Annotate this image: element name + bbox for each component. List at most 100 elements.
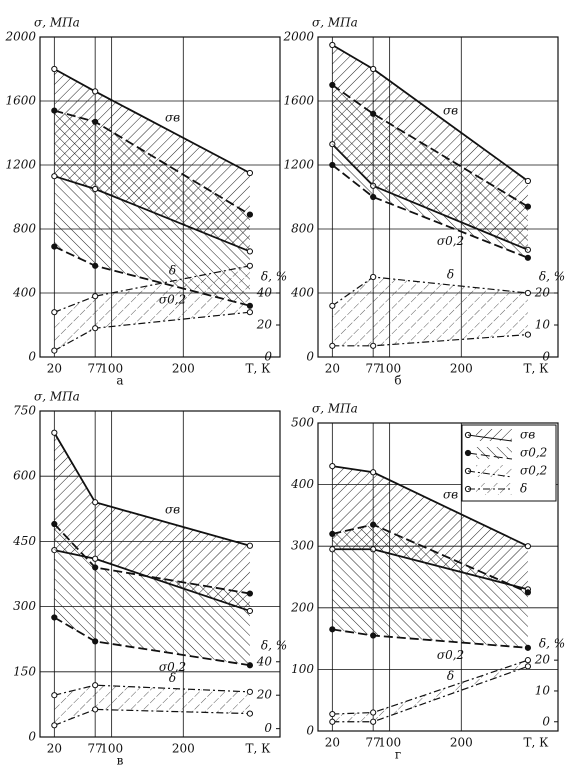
y-tick-label: 400 bbox=[290, 286, 314, 300]
y-tick-label: 1600 bbox=[5, 94, 36, 108]
x-tick-label: 77 bbox=[366, 362, 381, 376]
y-tick-label: 0 bbox=[28, 350, 36, 364]
y2-tick-label: 0 bbox=[542, 714, 550, 728]
band-fill bbox=[332, 466, 528, 590]
x-tick-label: 20 bbox=[47, 742, 62, 756]
data-point bbox=[51, 243, 58, 250]
data-point bbox=[524, 589, 532, 596]
data-point bbox=[329, 342, 336, 349]
x-axis-label: Т, К bbox=[246, 362, 272, 376]
y-tick-label: 400 bbox=[290, 477, 314, 491]
band-fill bbox=[54, 685, 250, 726]
data-point bbox=[51, 429, 58, 436]
data-point bbox=[370, 709, 377, 716]
data-point bbox=[92, 325, 99, 332]
y2-tick-label: 20 bbox=[534, 653, 551, 667]
x-tick-label: 77 bbox=[88, 742, 103, 756]
series-label: σв bbox=[443, 104, 458, 118]
x-tick-label: 200 bbox=[450, 362, 473, 376]
data-point bbox=[524, 254, 532, 261]
y-tick-label: 800 bbox=[291, 222, 314, 236]
data-point bbox=[246, 590, 254, 597]
y2-tick-label: 20 bbox=[534, 286, 551, 300]
y2-tick-label: 20 bbox=[256, 688, 273, 702]
data-point bbox=[329, 41, 336, 49]
y-tick-label: 2000 bbox=[4, 30, 36, 44]
y-axis-label: σ, МПа bbox=[312, 402, 358, 416]
data-point bbox=[92, 499, 99, 506]
legend-line bbox=[467, 452, 513, 460]
y2-axis-label: δ, % bbox=[539, 637, 565, 651]
x-tick-label: 100 bbox=[100, 362, 123, 376]
y-axis-label: σ, МПа bbox=[34, 390, 80, 404]
data-point bbox=[246, 688, 254, 695]
data-point bbox=[246, 309, 254, 316]
legend-line bbox=[467, 434, 513, 442]
y2-tick-label: 0 bbox=[542, 350, 550, 364]
x-tick-label: 200 bbox=[172, 362, 195, 376]
y2-tick-label: 10 bbox=[535, 683, 551, 697]
x-tick-label: 200 bbox=[172, 742, 195, 756]
y2-tick-label: 40 bbox=[256, 654, 273, 668]
y-tick-label: 0 bbox=[28, 730, 36, 744]
series-label: σв bbox=[165, 503, 180, 517]
x-tick-label: 20 bbox=[47, 362, 62, 376]
band-edge bbox=[332, 659, 529, 715]
x-axis-label: Т, К bbox=[246, 742, 272, 756]
band-fill bbox=[332, 524, 528, 648]
data-point bbox=[524, 543, 532, 550]
data-point bbox=[51, 614, 58, 621]
series-label: σ0,2 bbox=[437, 234, 464, 248]
x-tick-label: 77 bbox=[88, 362, 103, 376]
y2-tick-label: 40 bbox=[256, 286, 273, 300]
panel-label: в bbox=[117, 754, 124, 767]
data-point bbox=[92, 682, 99, 689]
y-tick-label: 450 bbox=[12, 534, 36, 548]
data-point bbox=[92, 262, 99, 269]
band-edge bbox=[54, 684, 250, 696]
data-point bbox=[524, 657, 532, 664]
data-point bbox=[92, 638, 99, 645]
legend-label: σ0,2 bbox=[520, 464, 547, 478]
y-tick-label: 200 bbox=[290, 600, 314, 614]
data-point bbox=[329, 302, 336, 309]
panel-label: б bbox=[394, 374, 401, 388]
data-point bbox=[92, 293, 99, 300]
data-point bbox=[370, 342, 377, 349]
y-tick-label: 1200 bbox=[283, 158, 314, 172]
x-tick-label: 20 bbox=[325, 736, 340, 750]
data-point bbox=[370, 65, 377, 73]
band-edge bbox=[331, 164, 529, 259]
data-point bbox=[370, 521, 377, 528]
data-point bbox=[370, 193, 377, 201]
y-axis-label: σ, МПа bbox=[312, 16, 358, 30]
y2-axis-label: δ, % bbox=[539, 270, 565, 284]
y-tick-label: 2000 bbox=[282, 30, 314, 44]
band-fill bbox=[332, 85, 528, 258]
x-axis-label: Т, К bbox=[524, 362, 550, 376]
band-edge bbox=[331, 84, 529, 208]
data-point bbox=[329, 718, 336, 725]
data-point bbox=[92, 88, 99, 95]
band-fill bbox=[54, 432, 250, 611]
band-fill bbox=[54, 524, 250, 666]
band-fill bbox=[332, 277, 528, 346]
y-tick-label: 500 bbox=[291, 416, 314, 430]
data-point bbox=[92, 564, 99, 571]
data-point bbox=[51, 107, 58, 114]
data-point bbox=[92, 555, 99, 562]
data-point bbox=[329, 81, 336, 89]
data-point bbox=[246, 542, 254, 549]
data-point bbox=[329, 626, 336, 633]
x-tick-label: 20 bbox=[325, 362, 340, 376]
legend-label: σ0,2 bbox=[520, 446, 547, 460]
data-point bbox=[370, 718, 377, 725]
data-point bbox=[524, 177, 532, 185]
y-axis-label: σ, МПа bbox=[34, 16, 80, 30]
y-tick-label: 300 bbox=[13, 599, 36, 613]
data-point bbox=[370, 632, 377, 639]
data-point bbox=[246, 169, 254, 177]
data-point bbox=[246, 262, 254, 269]
y-tick-label: 800 bbox=[13, 222, 36, 236]
